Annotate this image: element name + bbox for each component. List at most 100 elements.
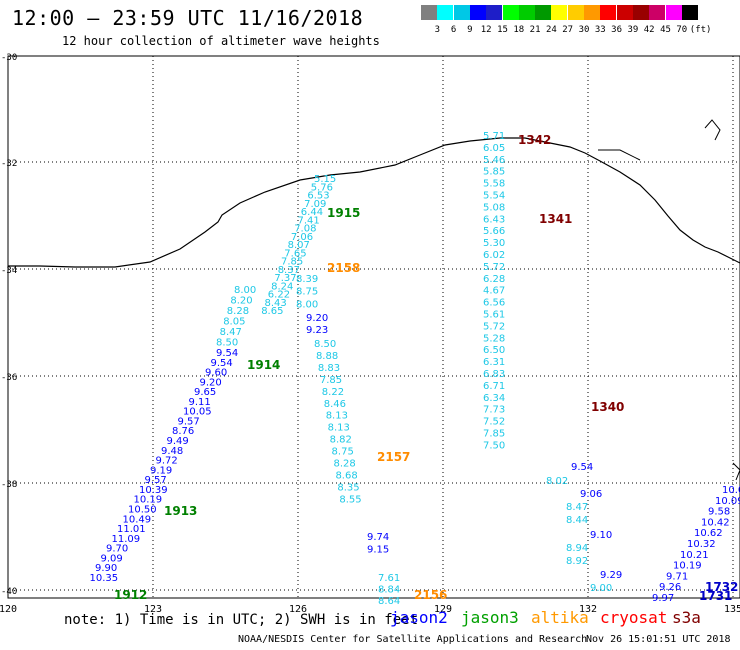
wave-height-label: 10.21 [680,550,709,561]
wave-height-label: 5.72 [483,321,505,332]
legend-unit: (ft) [689,25,712,35]
wave-height-label: 10.19 [134,495,163,506]
wave-height-label: 9.54 [216,348,238,359]
wave-height-label: 9.20 [306,313,328,324]
wave-height-label: 8.47 [220,327,242,338]
wave-height-label: 9.57 [145,475,167,486]
y-tick-label: -32 [1,159,17,169]
legend-swatch [421,5,437,20]
wave-height-label: 5.54 [483,191,505,202]
x-tick-label: 126 [289,604,307,615]
wave-height-label: 6.83 [483,369,505,380]
wave-height-label: 5.30 [483,238,505,249]
legend-label: 24 [545,25,557,35]
wave-height-label: 8.44 [566,515,588,526]
coastline [598,149,641,161]
wave-height-label: 9.90 [95,563,117,574]
legend-label: 12 [480,25,492,35]
wave-height-label: 10.05 [183,407,212,418]
wave-height-label: 5.72 [483,262,505,273]
y-tick-label: -40 [1,587,17,597]
wave-height-label: 5.15 [314,174,336,185]
legend-label: 15 [497,25,508,35]
wave-height-label: 9.71 [666,571,688,582]
wave-height-label: 9.49 [167,436,189,447]
legend-swatch [502,5,519,20]
wave-height-label: 9.57 [178,416,200,427]
wave-height-label: 9.70 [106,544,128,555]
y-tick-label: -30 [1,53,17,63]
wave-height-label: 6.53 [307,191,329,202]
wave-height-label: 8.05 [223,317,245,328]
wave-height-label: 8.68 [335,470,357,481]
wave-height-label: 8.75 [332,447,354,458]
wave-height-label: 8.65 [261,306,283,317]
wave-height-label: 9.65 [194,387,216,398]
legend-label: 39 [627,25,639,35]
wave-height-label: 8.50 [314,339,336,350]
wave-height-label: 10.19 [673,561,702,572]
wave-height-label: 8.55 [339,494,361,505]
wave-height-label: 5.61 [483,310,505,321]
wave-height-label: 7.06 [291,232,313,243]
wave-height-label: 7.52 [483,417,505,428]
coastline [732,462,740,481]
legend-label: 9 [467,25,473,35]
wave-height-label: 9.58 [708,507,730,518]
legend-swatch [649,5,666,20]
y-tick-label: -36 [1,373,17,383]
wave-height-label: 7.85 [281,257,303,268]
wave-height-label: 5.58 [483,179,505,190]
wave-height-label: 10.50 [128,504,157,515]
pass-time-label: 2158 [327,261,360,275]
wave-height-label: 5.46 [483,155,505,166]
wave-height-label: 9.72 [156,456,178,467]
satellite-altika: altika [531,608,589,627]
coastline [8,137,740,268]
wave-height-label: 9.60 [205,368,227,379]
wave-height-label: 6.28 [483,274,505,285]
generation-timestamp: Nov 26 15:01:51 UTC 2018 [586,634,731,645]
x-tick-label: 123 [144,604,162,615]
legend-swatch [518,5,535,20]
footer-note: note: 1) Time is in UTC; 2) SWH is in fe… [64,612,419,628]
pass-time-label: 1912 [114,588,147,602]
wave-height-label: 9.54 [211,358,233,369]
wave-height-label: 6.43 [483,214,505,225]
wave-height-label: 8.88 [316,351,338,362]
wave-height-label: 8.94 [566,543,588,554]
wave-height-label: 5.66 [483,226,505,237]
wave-height-label: 7.50 [483,440,505,451]
wave-height-label: 10.01 [722,485,740,496]
legend-swatch [535,5,552,20]
wave-height-label: 8.28 [227,306,249,317]
x-tick-label: 120 [0,604,17,615]
legend-label: 6 [450,25,457,35]
x-tick-label: 135 [724,604,740,615]
wave-height-label: 6.71 [483,381,505,392]
wave-height-label: 9.15 [367,545,389,556]
legend-swatch [551,5,568,20]
wave-height-label: 9.29 [600,570,622,581]
wave-height-label: 8.28 [334,459,356,470]
wave-height-label: 4.67 [483,286,505,297]
y-tick-label: -34 [1,266,17,276]
wave-height-label: 7.85 [320,375,342,386]
pass-time-label: 1913 [164,504,197,518]
legend-swatch [616,5,633,20]
wave-height-label: 8.39 [296,274,318,285]
wave-height-label: 5.28 [483,333,505,344]
satellite-jason2: jason2 [390,608,448,627]
wave-height-label: 7.41 [298,215,320,226]
legend-swatch [567,5,584,20]
wave-height-label: 7.85 [483,429,505,440]
legend-label: 18 [513,25,525,35]
coastline [704,119,721,141]
legend-swatch [681,5,698,20]
x-tick-label: 132 [579,604,597,615]
legend-label: 27 [562,25,574,35]
wave-height-label: 8.92 [566,556,588,567]
legend-swatch [632,5,649,20]
wave-height-label: 8.20 [230,296,252,307]
